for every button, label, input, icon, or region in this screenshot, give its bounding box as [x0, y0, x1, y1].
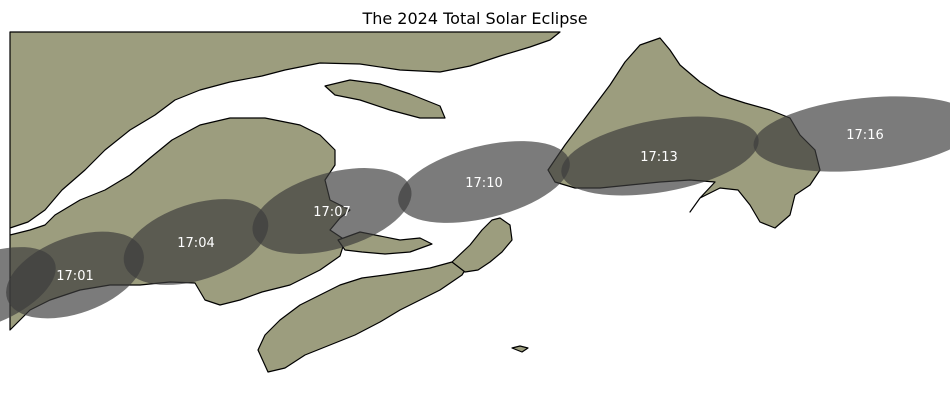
eclipse-time-label: 17:13	[640, 150, 677, 165]
eclipse-shadow-layer: 17:01 17:04 17:07 17:10 17:13 17:16	[0, 96, 950, 333]
eclipse-shadow-ellipse	[252, 168, 412, 254]
map-title: The 2024 Total Solar Eclipse	[361, 9, 587, 28]
eclipse-shadow-ellipse	[753, 96, 950, 172]
eclipse-time-label: 17:01	[56, 269, 93, 284]
saint-pierre-island	[511, 345, 529, 353]
eclipse-time-label: 17:07	[313, 205, 350, 220]
eclipse-time-label: 17:10	[465, 176, 502, 191]
eclipse-shadow-ellipse	[123, 199, 269, 285]
eclipse-time-label: 17:16	[846, 128, 883, 143]
eclipse-shadow-ellipse	[6, 231, 144, 319]
cape-breton-island	[451, 217, 513, 273]
anticosti-island	[324, 79, 446, 119]
eclipse-time-label: 17:04	[177, 236, 214, 251]
eclipse-shadow-ellipse	[398, 141, 570, 223]
eclipse-shadow-ellipse	[561, 116, 759, 196]
